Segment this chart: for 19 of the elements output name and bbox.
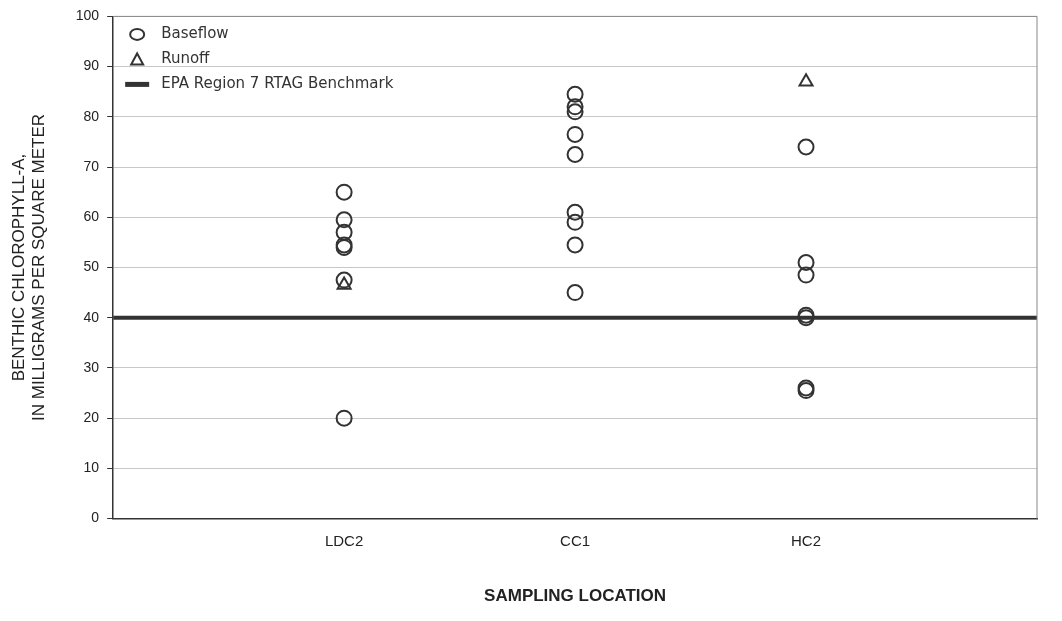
legend-label: Baseflow: [161, 24, 229, 43]
y-axis-title: BENTHIC CHLOROPHYLL-A, IN MILLIGRAMS PER SQUARE METER: [8, 114, 49, 421]
y-tick-label: 80: [83, 107, 100, 124]
y-tick-label: 0: [91, 509, 100, 526]
y-tick-label: 50: [83, 258, 100, 275]
y-tick-label: 70: [83, 157, 100, 174]
y-tick-label: 60: [83, 208, 100, 225]
x-axis-title: SAMPLING LOCATION: [484, 586, 667, 606]
y-tick-label: 90: [83, 57, 100, 74]
y-tick-label: 30: [83, 358, 100, 375]
legend-label: EPA Region 7 RTAG Benchmark: [161, 74, 394, 93]
x-tick-label: LDC2: [324, 531, 364, 549]
y-tick-label: 20: [83, 409, 100, 426]
x-tick-label: HC2: [791, 531, 822, 549]
x-tick-label: CC1: [560, 531, 591, 549]
legend-label: Runoff: [161, 49, 211, 68]
y-tick-label: 10: [83, 459, 100, 476]
y-tick-label: 100: [75, 7, 100, 24]
y-tick-label: 40: [83, 308, 100, 325]
